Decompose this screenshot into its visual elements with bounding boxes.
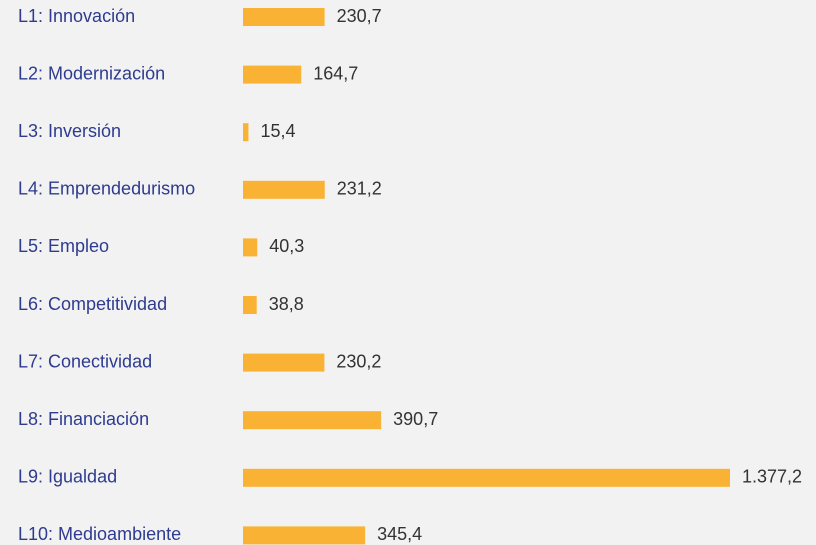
category-label: L6: Competitividad bbox=[18, 294, 167, 314]
value-label: 230,7 bbox=[337, 6, 382, 26]
category-label: L2: Modernización bbox=[18, 63, 165, 83]
value-label: 1.377,2 bbox=[742, 467, 802, 487]
value-label: 231,2 bbox=[337, 179, 382, 199]
value-label: 345,4 bbox=[377, 524, 422, 544]
value-label: 164,7 bbox=[313, 63, 358, 83]
category-label: L3: Inversión bbox=[18, 121, 121, 141]
category-label: L1: Innovación bbox=[18, 6, 135, 26]
category-label: L7: Conectividad bbox=[18, 351, 152, 371]
category-label: L8: Financiación bbox=[18, 409, 149, 429]
bar bbox=[243, 353, 325, 372]
category-label: L5: Empleo bbox=[18, 236, 109, 256]
category-label: L4: Emprendedurismo bbox=[18, 179, 195, 199]
value-label: 15,4 bbox=[260, 121, 295, 141]
bar bbox=[243, 65, 302, 84]
value-label: 40,3 bbox=[269, 236, 304, 256]
bar bbox=[243, 238, 258, 257]
value-label: 390,7 bbox=[393, 409, 438, 429]
bar bbox=[243, 526, 366, 545]
bar bbox=[243, 8, 325, 26]
bar bbox=[243, 411, 382, 430]
value-label: 230,2 bbox=[336, 351, 381, 371]
bar bbox=[243, 123, 249, 142]
category-label: L9: Igualdad bbox=[18, 467, 117, 487]
bar bbox=[243, 296, 257, 314]
bar bbox=[243, 468, 730, 487]
category-label: L10: Medioambiente bbox=[18, 524, 181, 544]
value-label: 38,8 bbox=[269, 294, 304, 314]
bar bbox=[243, 180, 325, 199]
